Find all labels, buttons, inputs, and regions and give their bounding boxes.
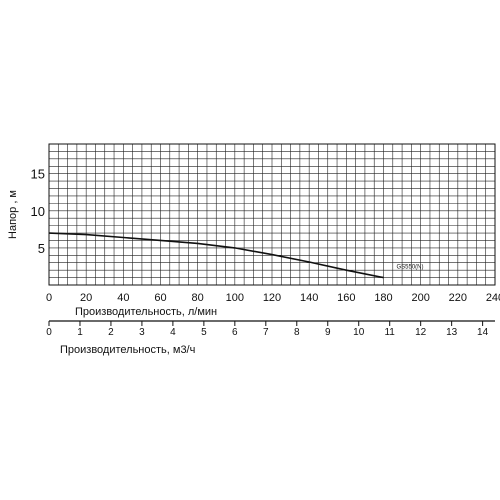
secondary-x-tick-label: 11 xyxy=(384,327,395,338)
x-tick-label: 180 xyxy=(374,292,392,304)
x-tick-label: 60 xyxy=(154,292,166,304)
secondary-x-tick-label: 7 xyxy=(263,327,269,338)
series-line xyxy=(48,232,384,279)
y-tick-label: 10 xyxy=(31,204,45,219)
secondary-x-tick-label: 5 xyxy=(201,327,207,338)
x-tick-label: 160 xyxy=(337,292,355,304)
series-group: GS550(N) xyxy=(48,232,424,279)
x-tick-label: 40 xyxy=(117,292,129,304)
secondary-x-tick-label: 13 xyxy=(446,327,458,338)
x-tick-label: 220 xyxy=(449,292,467,304)
secondary-x-tick-label: 1 xyxy=(77,327,83,338)
x-axis-title: Производительность, л/мин xyxy=(75,306,217,318)
plot-frame xyxy=(48,143,496,286)
secondary-x-tick-label: 2 xyxy=(108,327,114,338)
x-tick-label: 0 xyxy=(46,292,52,304)
secondary-x-tick-label: 10 xyxy=(353,327,365,338)
y-tick-label: 5 xyxy=(38,241,45,256)
x-tick-label: 100 xyxy=(226,292,244,304)
secondary-x-tick-label: 12 xyxy=(415,327,427,338)
x-tick-label: 240 xyxy=(486,292,500,304)
secondary-x-axis: 0 1 2 3 4 5 6 7 8 9 10 11 12 13 14 xyxy=(46,320,495,338)
secondary-x-tick-label: 4 xyxy=(170,327,176,338)
x-tick-labels: 0 20 40 60 80 100 120 140 160 180 200 220 240 xyxy=(46,292,500,304)
secondary-x-tick-label: 0 xyxy=(46,327,52,338)
y-axis-title: Напор , м xyxy=(7,190,19,239)
secondary-x-tick-label: 9 xyxy=(325,327,331,338)
secondary-x-axis-title: Производительность, м3/ч xyxy=(60,344,195,356)
x-tick-label: 200 xyxy=(411,292,429,304)
x-tick-label: 120 xyxy=(263,292,281,304)
plot-grid xyxy=(48,143,496,286)
y-tick-label: 15 xyxy=(31,167,45,182)
secondary-x-tick-label: 6 xyxy=(232,327,238,338)
secondary-x-tick-label: 3 xyxy=(139,327,145,338)
secondary-x-tick-label: 8 xyxy=(294,327,300,338)
x-tick-label: 80 xyxy=(192,292,204,304)
x-tick-label: 140 xyxy=(300,292,318,304)
series-label: GS550(N) xyxy=(397,265,424,271)
secondary-x-tick-label: 14 xyxy=(477,327,489,338)
y-tick-labels: 5 10 15 xyxy=(31,167,45,256)
x-tick-label: 20 xyxy=(80,292,92,304)
